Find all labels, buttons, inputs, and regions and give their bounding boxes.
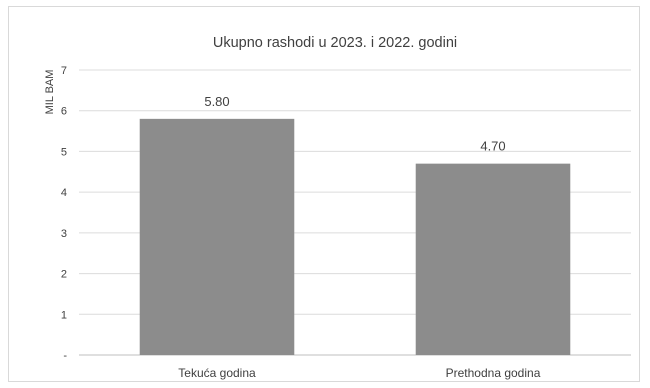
data-labels: 5.80 4.70: [204, 94, 505, 154]
y-tick-label: 1: [61, 309, 67, 321]
y-tick-label: 6: [61, 106, 67, 118]
chart-frame: Ukupno rashodi u 2023. i 2022. godini MI…: [8, 6, 640, 382]
bar-1: [139, 118, 295, 355]
bar-chart: Ukupno rashodi u 2023. i 2022. godini MI…: [44, 35, 631, 380]
chart-title: Ukupno rashodi u 2023. i 2022. godini: [213, 35, 457, 51]
bar-2: [415, 163, 571, 355]
x-tick-label: Tekuća godina: [178, 366, 256, 380]
y-tick-labels: - 1 2 3 4 5 6 7: [61, 65, 67, 362]
data-label: 4.70: [480, 139, 505, 154]
y-tick-label: 7: [61, 65, 67, 77]
y-tick-label: 4: [61, 187, 67, 199]
y-tick-label: 5: [61, 146, 67, 158]
bars: [139, 118, 571, 355]
x-tick-label: Prethodna godina: [446, 366, 541, 380]
x-tick-labels: Tekuća godina Prethodna godina: [178, 366, 540, 380]
y-tick-label: 2: [61, 269, 67, 281]
y-tick-label: -: [63, 350, 67, 362]
y-axis-label: MIL BAM: [44, 70, 56, 115]
y-tick-label: 3: [61, 228, 67, 240]
data-label: 5.80: [204, 94, 229, 109]
